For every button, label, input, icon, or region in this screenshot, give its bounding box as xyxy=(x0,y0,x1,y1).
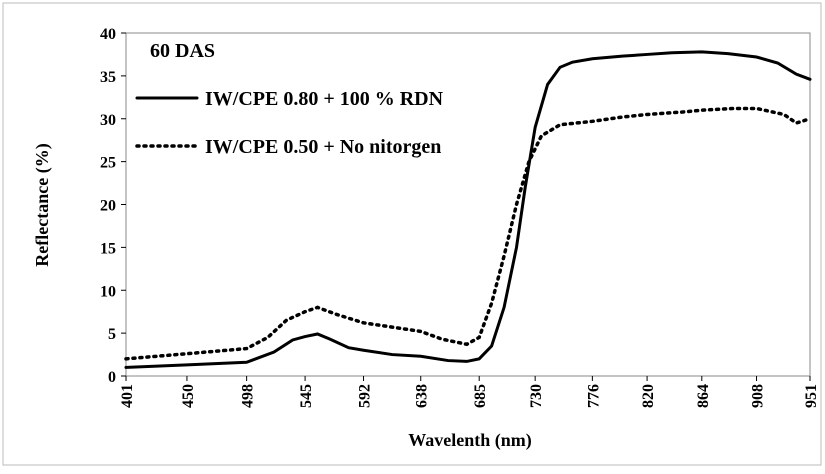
x-tick-label: 450 xyxy=(180,384,197,408)
series-line xyxy=(124,50,812,369)
y-tick-label: 5 xyxy=(108,326,116,343)
x-tick-label: 820 xyxy=(640,384,657,408)
chart-frame xyxy=(2,2,822,466)
y-tick-label: 35 xyxy=(100,69,116,86)
y-tick-label: 30 xyxy=(100,112,116,129)
y-tick-label: 0 xyxy=(108,369,116,386)
x-tick-label: 638 xyxy=(414,384,431,408)
annotation: 60 DAS xyxy=(150,40,215,62)
x-tick-label: 685 xyxy=(472,384,489,408)
legend-label: IW/CPE 0.50 + No nitorgen xyxy=(205,136,441,158)
x-tick-label: 730 xyxy=(528,384,545,408)
x-tick-label: 498 xyxy=(240,384,257,408)
x-tick-label: 401 xyxy=(119,384,136,408)
legend-label: IW/CPE 0.80 + 100 % RDN xyxy=(205,88,444,110)
x-tick-label: 592 xyxy=(357,384,374,408)
x-tick-label: 545 xyxy=(298,384,315,408)
x-tick-label: 951 xyxy=(803,384,820,408)
y-tick-label: 10 xyxy=(100,283,116,300)
x-axis-label: Wavelenth (nm) xyxy=(408,430,532,451)
y-axis-label: Reflectance (%) xyxy=(32,143,53,266)
x-tick-label: 776 xyxy=(585,384,602,408)
series-line xyxy=(124,106,812,361)
x-tick-label: 908 xyxy=(750,384,767,408)
y-tick-label: 15 xyxy=(100,240,116,257)
y-tick-label: 20 xyxy=(100,198,116,215)
x-tick-label: 864 xyxy=(695,384,712,408)
y-tick-label: 25 xyxy=(100,155,116,172)
y-tick-label: 40 xyxy=(100,26,116,43)
